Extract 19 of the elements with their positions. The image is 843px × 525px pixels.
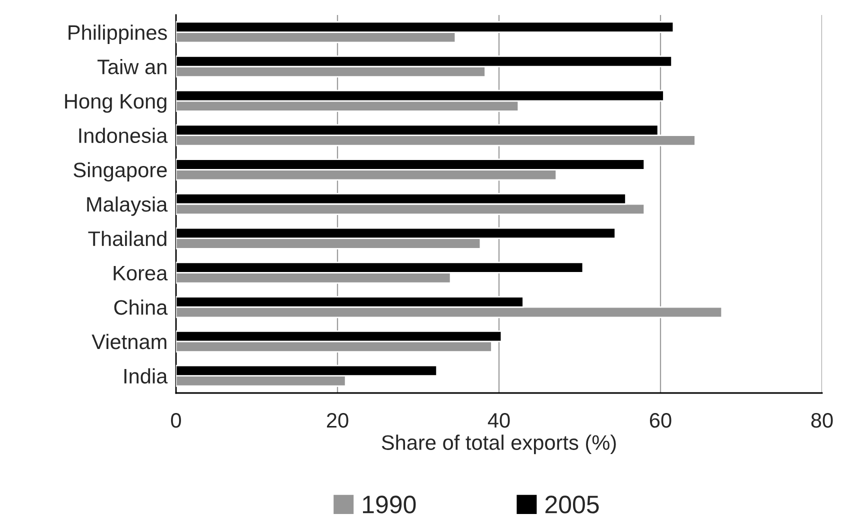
legend-label: 2005 (545, 496, 599, 514)
y-tick-label: Philippines (68, 24, 167, 44)
y-tick-label: Taiw an (98, 58, 166, 74)
x-tick-label: 20 (326, 412, 348, 428)
x-axis-title: Share of total exports (%) (382, 434, 616, 454)
y-tick-label: Korea (114, 266, 168, 280)
y-tick-label: Indonesia (79, 128, 168, 144)
y-tick-label: Vietnam (92, 334, 166, 350)
x-tick-label: 40 (488, 412, 510, 428)
y-tick-label: Singapore (74, 162, 167, 182)
x-tick-label: 60 (650, 412, 672, 428)
x-tick-label: 80 (811, 412, 833, 428)
legend-label: 1990 (362, 496, 416, 514)
y-tick-label: Hong Kong (65, 94, 166, 113)
x-tick-label: 0 (171, 412, 181, 428)
y-tick-label: Thailand (88, 230, 166, 246)
y-tick-label: Malaysia (87, 196, 168, 216)
y-tick-label: China (114, 300, 168, 315)
y-tick-label: India (124, 368, 168, 384)
